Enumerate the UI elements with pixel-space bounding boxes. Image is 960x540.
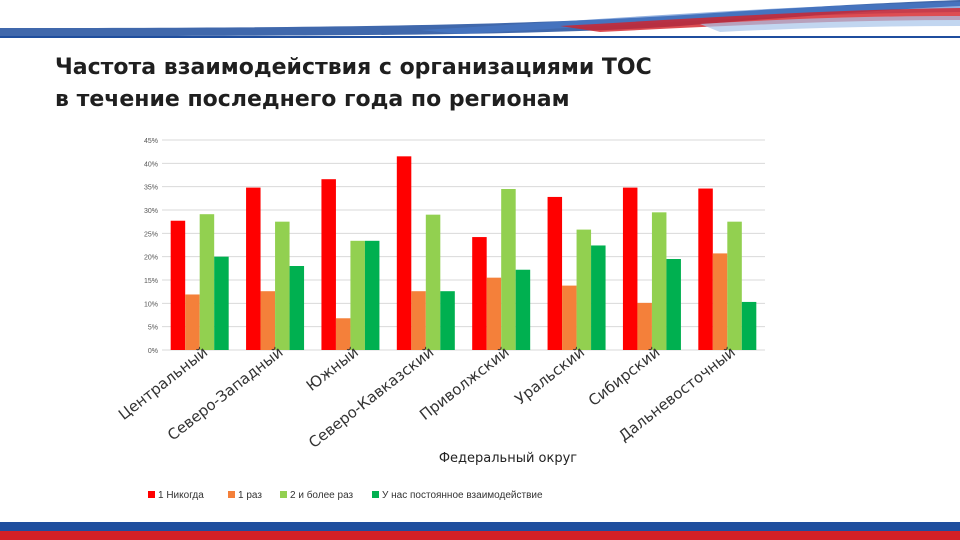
top-banner	[0, 0, 960, 40]
bar-1-8	[698, 188, 713, 350]
y-tick-label: 5%	[148, 325, 158, 332]
legend: 1 Никогда 1 раз 2 и более раз У нас постоян…	[148, 489, 543, 501]
bars	[170, 156, 757, 350]
bar-1-2	[246, 187, 261, 350]
bar-2-5	[486, 277, 502, 350]
y-tick-label: 30%	[144, 208, 158, 215]
y-tick-label: 25%	[144, 231, 158, 238]
page-title-line-1: Частота взаимодействия с организациями Т…	[55, 55, 652, 80]
bar-2-7	[637, 302, 652, 350]
x-tick-label: Сибирский	[585, 343, 663, 410]
legend-label: 1 Никогда	[158, 490, 204, 501]
bar-3-5	[501, 189, 516, 350]
bar-4-1	[214, 256, 229, 350]
bar-4-4	[440, 291, 455, 350]
y-tick-label: 45%	[144, 138, 158, 145]
legend-swatch	[372, 491, 379, 498]
x-tick-label: Уральский	[512, 343, 589, 408]
bar-2-8	[712, 253, 728, 350]
y-tick-label: 10%	[144, 301, 158, 308]
bar-3-6	[576, 229, 592, 350]
legend-swatch	[228, 491, 235, 498]
bar-3-7	[651, 212, 667, 350]
bar-3-3	[350, 240, 365, 350]
bar-2-6	[562, 285, 577, 350]
bar-3-4	[425, 214, 441, 350]
bar-3-1	[199, 214, 215, 350]
x-tick-label: Южный	[303, 343, 362, 395]
y-tick-label: 0%	[148, 348, 158, 355]
y-tick-label: 20%	[144, 255, 158, 262]
y-tick-label: 35%	[144, 185, 158, 192]
bar-2-4	[411, 291, 426, 350]
legend-label: 1 раз	[238, 490, 262, 501]
bar-1-4	[396, 156, 412, 350]
bar-4-8	[741, 301, 757, 350]
bar-4-7	[666, 259, 681, 350]
y-tick-label: 15%	[144, 278, 158, 285]
bar-1-6	[547, 196, 563, 350]
legend-swatch	[148, 491, 155, 498]
legend-swatch	[280, 491, 287, 498]
bar-1-3	[321, 179, 336, 350]
bottom-stripe	[0, 522, 960, 540]
x-axis-title: Федеральный округ	[439, 451, 577, 466]
y-tick-label: 40%	[144, 161, 158, 168]
bar-2-2	[260, 291, 276, 350]
bar-4-2	[289, 266, 305, 350]
x-tick-label: Северо-Кавказский	[305, 343, 437, 452]
y-axis-tick-labels: 0% 5% 10% 15% 20% 25% 30% 35% 40% 45%	[144, 138, 158, 355]
bar-4-3	[364, 240, 380, 350]
bar-1-5	[472, 237, 487, 350]
bar-3-8	[727, 221, 742, 350]
bar-4-6	[591, 245, 606, 350]
bar-4-5	[515, 269, 531, 350]
page-title-line-2: в течение последнего года по регионам	[55, 87, 570, 112]
bar-2-3	[335, 318, 351, 350]
bar-1-7	[622, 187, 638, 350]
page-title: Частота взаимодействия с организациями Т…	[55, 52, 652, 116]
bar-chart: 0% 5% 10% 15% 20% 25% 30% 35% 40% 45% Центральный…	[115, 138, 765, 501]
bar-3-2	[275, 221, 290, 350]
bar-1-1	[170, 220, 186, 350]
legend-label: У нас постоянное взаимодействие	[382, 490, 543, 501]
bar-2-1	[185, 294, 200, 350]
legend-label: 2 и более раз	[290, 489, 354, 501]
